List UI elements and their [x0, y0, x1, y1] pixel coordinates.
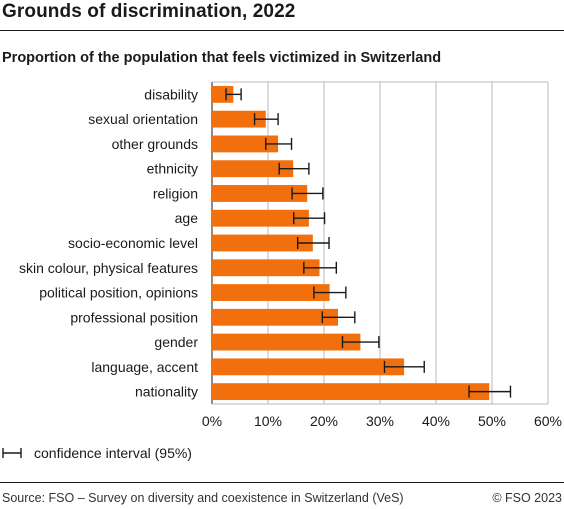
bar	[212, 160, 294, 178]
x-tick-label: 60%	[534, 413, 562, 429]
x-tick-label: 20%	[310, 413, 338, 429]
title-divider	[0, 30, 564, 31]
bar	[212, 135, 279, 153]
bar	[212, 209, 309, 227]
bar	[212, 358, 405, 376]
bar	[212, 234, 313, 252]
bar	[212, 308, 338, 326]
legend-label: confidence interval (95%)	[34, 445, 192, 461]
category-label: ethnicity	[147, 161, 198, 177]
category-label: religion	[153, 185, 198, 201]
category-labels: disability sexual orientation other ground…	[19, 86, 198, 399]
bar	[212, 383, 490, 401]
category-label: skin colour, physical features	[19, 260, 198, 276]
bar	[212, 284, 330, 301]
error-bars	[225, 88, 512, 398]
legend: confidence interval (95%)	[2, 444, 192, 462]
bar	[212, 259, 320, 277]
category-label: other grounds	[112, 136, 198, 152]
bars	[212, 85, 490, 401]
category-label: socio-economic level	[68, 235, 198, 251]
bar-chart: disability sexual orientation other ground…	[19, 81, 562, 429]
source-note: Source: FSO – Survey on diversity and co…	[2, 491, 404, 505]
bar	[212, 185, 308, 202]
chart-subtitle: Proportion of the population that feels …	[2, 50, 442, 66]
category-label: nationality	[135, 384, 198, 400]
category-label: political position, opinions	[39, 285, 198, 301]
copyright: © FSO 2023	[492, 491, 562, 505]
bar	[212, 110, 266, 128]
x-tick-label: 50%	[478, 413, 506, 429]
bar	[212, 85, 234, 103]
category-label: disability	[144, 86, 198, 102]
category-label: gender	[154, 334, 198, 350]
x-tick-label: 40%	[422, 413, 450, 429]
category-label: professional position	[70, 309, 198, 325]
confidence-interval-icon	[2, 448, 22, 458]
x-tick-label: 10%	[254, 413, 282, 429]
category-label: age	[175, 210, 199, 226]
category-label: language, accent	[91, 359, 198, 375]
x-tick-label: 0%	[202, 413, 222, 429]
category-label: sexual orientation	[88, 111, 198, 127]
footer-divider	[0, 482, 564, 483]
chart-title: Grounds of discrimination, 2022	[2, 1, 296, 22]
x-tick-label: 30%	[366, 413, 394, 429]
x-tick-labels: 0% 10% 20% 30% 40% 50% 60%	[202, 413, 562, 429]
bar	[212, 333, 361, 351]
